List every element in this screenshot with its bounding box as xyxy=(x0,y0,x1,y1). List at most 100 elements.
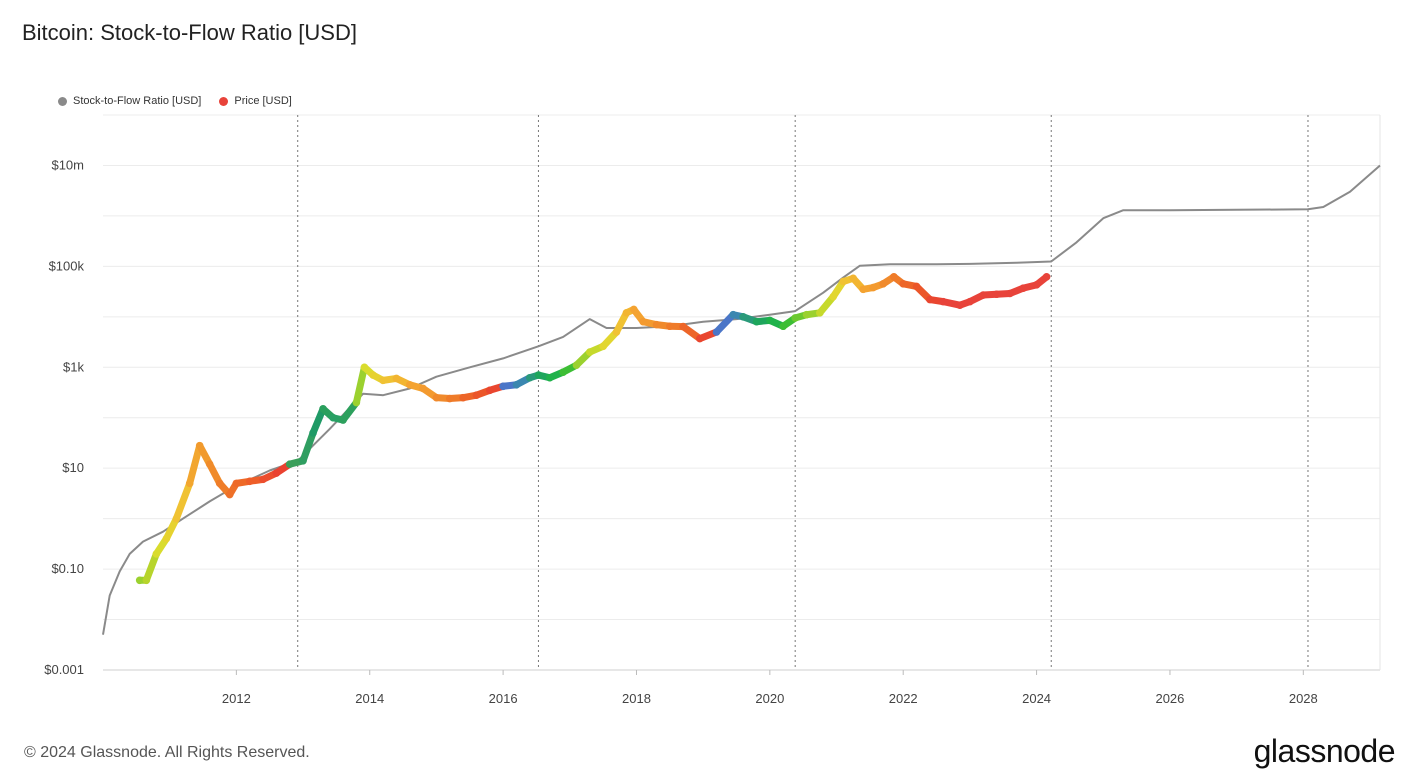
price-point xyxy=(232,479,241,488)
price-segment xyxy=(309,405,327,437)
price-point xyxy=(135,576,144,585)
price-point xyxy=(545,373,554,382)
price-point xyxy=(816,309,824,317)
x-tick-label: 2020 xyxy=(755,691,784,706)
price-point xyxy=(1019,284,1028,292)
price-point xyxy=(622,309,631,317)
legend-dot-s2f xyxy=(58,96,67,106)
price-point xyxy=(729,310,737,319)
price-point xyxy=(369,371,377,379)
legend-dot-price xyxy=(219,96,229,106)
price-point xyxy=(612,328,621,336)
price-point xyxy=(152,550,161,558)
price-point xyxy=(679,322,687,331)
price-point xyxy=(712,328,721,336)
legend-label-price: Price [USD] xyxy=(234,95,292,107)
y-tick-label: $10 xyxy=(62,460,84,475)
price-point xyxy=(912,282,921,291)
y-tick-label: $0.001 xyxy=(44,662,84,677)
price-point xyxy=(225,490,234,499)
price-point xyxy=(639,317,647,326)
x-tick-label: 2014 xyxy=(355,691,384,706)
price-point xyxy=(966,297,974,306)
price-point xyxy=(752,317,761,326)
price-point xyxy=(259,475,267,484)
price-point xyxy=(849,274,857,283)
price-segment xyxy=(712,311,737,336)
price-segment xyxy=(299,429,317,465)
price-point xyxy=(319,405,327,413)
price-point xyxy=(739,313,747,321)
glassnode-logo: glassnode xyxy=(1253,733,1396,769)
s2f-line xyxy=(102,164,1381,635)
price-point xyxy=(432,393,441,402)
price-point xyxy=(859,285,867,294)
price-point xyxy=(956,301,964,309)
price-segment xyxy=(186,442,204,487)
price-point xyxy=(1042,273,1051,281)
price-point xyxy=(652,320,661,329)
price-point xyxy=(512,380,521,389)
price-point xyxy=(890,273,898,281)
x-tick-label: 2026 xyxy=(1155,691,1184,706)
price-point xyxy=(445,394,454,403)
price-point xyxy=(329,413,337,422)
price-point xyxy=(352,398,361,407)
chart-legend: Stock-to-Flow Ratio [USD] Price [USD] xyxy=(58,95,292,107)
price-point xyxy=(360,363,369,372)
price-point xyxy=(142,576,151,585)
y-tick-label: $10m xyxy=(51,157,84,172)
price-point xyxy=(979,291,988,299)
price-point xyxy=(1032,281,1041,289)
x-tick-label: 2024 xyxy=(1022,691,1051,706)
price-point xyxy=(485,386,494,395)
price-point xyxy=(839,277,847,286)
price-point xyxy=(879,280,888,288)
price-point xyxy=(869,283,878,292)
price-point xyxy=(779,322,787,331)
price-point xyxy=(459,393,467,402)
price-point xyxy=(419,384,427,393)
price-point xyxy=(585,348,594,356)
price-point xyxy=(766,316,774,325)
y-tick-label: $1k xyxy=(63,359,84,374)
price-point xyxy=(599,342,607,351)
price-point xyxy=(525,373,534,382)
price-point xyxy=(926,295,934,304)
copyright-text: © 2024 Glassnode. All Rights Reserved. xyxy=(24,744,310,761)
legend-item-price[interactable]: Price [USD] xyxy=(219,95,292,107)
price-point xyxy=(899,280,908,288)
x-tick-label: 2018 xyxy=(622,691,651,706)
price-point xyxy=(339,416,347,424)
price-point xyxy=(299,457,307,465)
price-segment xyxy=(172,479,194,523)
price-point xyxy=(499,382,507,391)
price-point xyxy=(162,534,171,543)
chart-title: Bitcoin: Stock-to-Flow Ratio [USD] xyxy=(22,20,357,45)
price-point xyxy=(272,469,281,477)
legend-item-s2f[interactable]: Stock-to-Flow Ratio [USD] xyxy=(58,95,201,107)
price-segment xyxy=(142,550,160,584)
price-point xyxy=(939,297,948,306)
price-point xyxy=(1006,289,1014,298)
price-point xyxy=(802,310,811,319)
price-point xyxy=(572,361,581,369)
price-point xyxy=(829,292,837,301)
price-point xyxy=(205,460,214,468)
price-point xyxy=(172,514,181,523)
legend-label-s2f: Stock-to-Flow Ratio [USD] xyxy=(73,95,202,107)
price-point xyxy=(309,429,317,437)
price-point xyxy=(215,479,224,488)
price-point xyxy=(992,290,1001,299)
price-point xyxy=(405,380,414,389)
price-point xyxy=(559,368,567,376)
price-point xyxy=(791,314,799,322)
price-point xyxy=(392,374,401,383)
price-segment xyxy=(352,363,368,407)
price-point xyxy=(195,441,204,450)
price-point xyxy=(534,371,543,379)
price-point xyxy=(245,477,254,486)
price-point xyxy=(630,305,638,314)
price-point xyxy=(696,334,704,343)
